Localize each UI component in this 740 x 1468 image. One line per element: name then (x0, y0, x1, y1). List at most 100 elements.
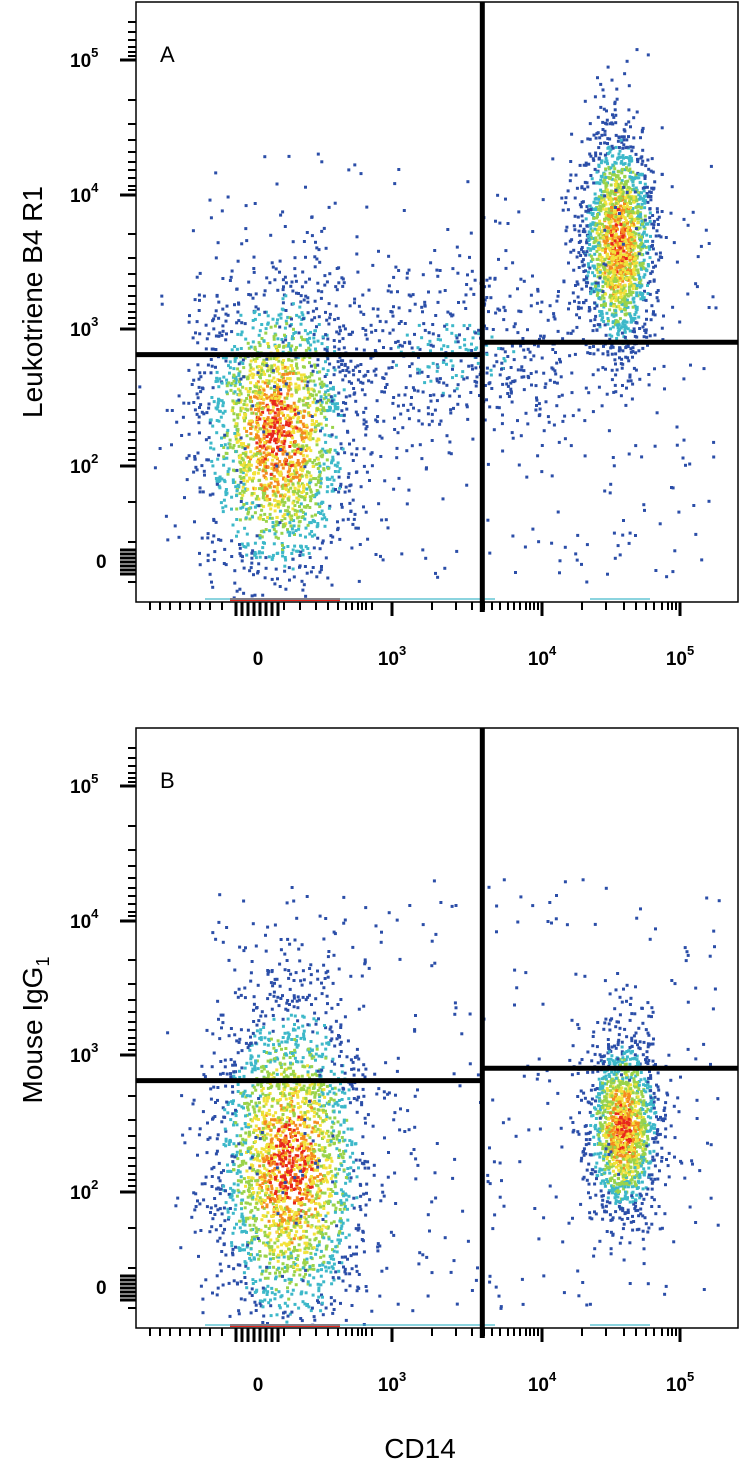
event-point (276, 483, 280, 486)
event-point (540, 356, 544, 360)
event-point (312, 340, 316, 344)
event-point (256, 1150, 259, 1154)
event-point (292, 370, 296, 373)
event-point (498, 221, 502, 225)
event-point (291, 436, 295, 440)
event-point (516, 331, 520, 335)
event-point (222, 478, 226, 482)
event-point (628, 266, 632, 269)
event-point (259, 503, 263, 507)
event-point (592, 216, 596, 220)
event-point (642, 244, 646, 248)
event-point (234, 485, 238, 489)
event-point (225, 431, 229, 435)
event-point (233, 303, 236, 307)
event-point (551, 367, 555, 371)
event-point (295, 346, 298, 350)
event-point (629, 250, 633, 254)
event-point (324, 390, 328, 394)
event-point (325, 518, 329, 522)
event-point (442, 359, 446, 363)
event-point (418, 347, 422, 351)
event-point (601, 120, 605, 124)
event-point (338, 467, 342, 471)
event-point (655, 229, 659, 233)
event-point (335, 288, 339, 292)
event-point (535, 396, 538, 400)
event-point (486, 462, 490, 466)
event-point (651, 247, 655, 251)
event-point (244, 454, 248, 458)
event-point (617, 146, 621, 149)
event-point (228, 438, 232, 442)
event-point (313, 363, 317, 367)
event-point (615, 87, 619, 91)
event-point (297, 416, 301, 419)
event-point (293, 504, 297, 507)
event-point (309, 497, 313, 500)
event-point (375, 420, 379, 424)
event-point (539, 334, 543, 338)
event-point (520, 375, 524, 379)
event-point (634, 195, 638, 199)
event-point (309, 488, 313, 492)
event-point (617, 152, 621, 156)
event-point (629, 125, 632, 129)
event-point (241, 385, 245, 389)
event-point (223, 409, 227, 413)
event-point (323, 393, 327, 396)
event-point (526, 328, 529, 332)
event-point (279, 213, 283, 217)
event-point (422, 322, 426, 326)
event-point (170, 443, 173, 447)
event-point (617, 304, 621, 308)
event-point (261, 410, 265, 414)
event-point (526, 374, 530, 378)
event-point (500, 367, 503, 371)
event-point (610, 214, 614, 218)
event-point (612, 531, 616, 535)
event-point (616, 189, 620, 193)
event-point (265, 435, 269, 439)
event-point (266, 322, 270, 326)
event-point (637, 176, 641, 180)
event-point (212, 447, 216, 451)
event-point (615, 198, 619, 202)
event-point (384, 386, 387, 389)
event-point (307, 432, 311, 435)
event-point (614, 295, 618, 299)
event-point (652, 265, 656, 269)
event-point (625, 251, 629, 255)
event-point (285, 420, 289, 424)
event-point (379, 554, 382, 558)
event-point (564, 229, 568, 233)
event-point (613, 219, 617, 223)
event-point (263, 457, 267, 461)
event-point (421, 310, 424, 314)
event-point (315, 439, 319, 443)
event-point (256, 423, 260, 427)
event-point (260, 438, 264, 442)
event-point (408, 309, 412, 313)
event-point (262, 430, 266, 434)
event-point (237, 433, 241, 437)
baseline-events-tail (205, 598, 495, 600)
event-point (327, 434, 331, 438)
event-point (240, 456, 244, 460)
event-point (353, 163, 357, 167)
event-point (274, 438, 278, 441)
event-point (610, 121, 614, 125)
event-point (342, 346, 346, 350)
event-point (554, 372, 558, 376)
event-point (631, 329, 635, 333)
event-point (276, 365, 280, 369)
event-point (286, 497, 290, 501)
event-point (336, 360, 340, 364)
event-point (440, 394, 444, 398)
event-point (593, 192, 597, 196)
event-point (630, 318, 634, 322)
event-point (627, 359, 631, 363)
event-point (298, 554, 302, 557)
event-point (596, 275, 600, 279)
event-point (626, 327, 630, 331)
